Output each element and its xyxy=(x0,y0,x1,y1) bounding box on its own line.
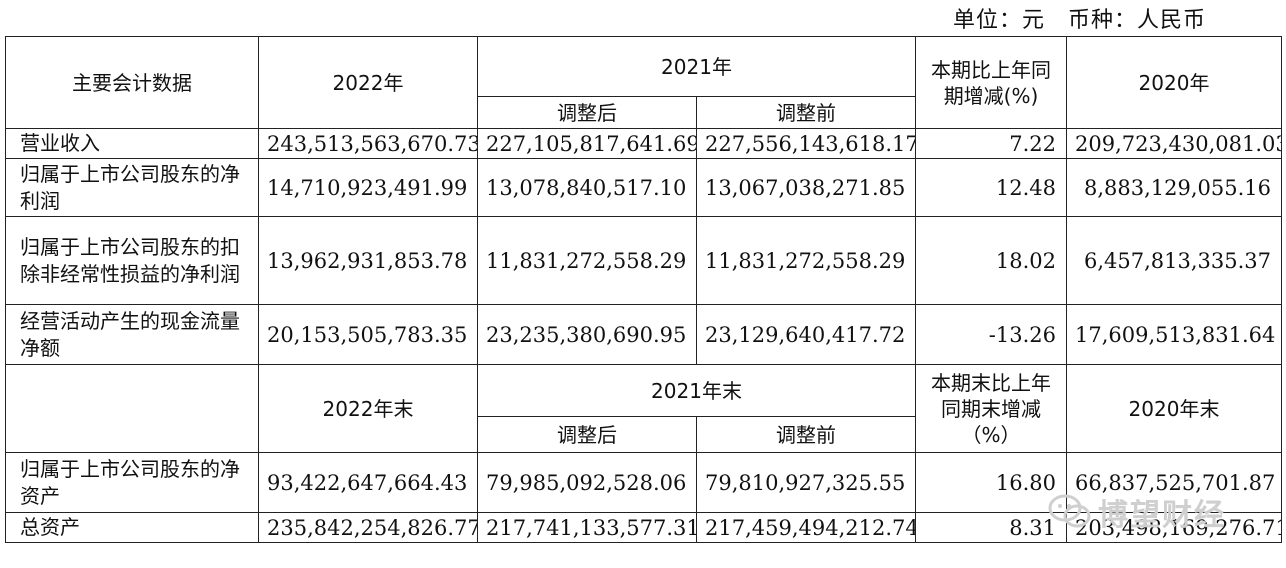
header-item: 主要会计数据 xyxy=(5,36,259,129)
value-change: 18.02 xyxy=(915,216,1067,305)
table-row: 归属于上市公司股东的净资产 93,422,647,664.43 79,985,0… xyxy=(5,452,1282,513)
value-change: 8.31 xyxy=(915,512,1067,543)
unit-currency-note: 单位：元 币种：人民币 xyxy=(952,8,1206,33)
row-label: 归属于上市公司股东的净资产 xyxy=(5,452,259,513)
value-2021-adjusted-after: 217,741,133,577.31 xyxy=(477,512,697,543)
value-2020: 17,609,513,831.64 xyxy=(1066,304,1282,365)
value-2022: 20,153,505,783.35 xyxy=(258,304,478,365)
header-2021-adjusted-before: 调整前 xyxy=(696,96,916,129)
table-row: 归属于上市公司股东的扣除非经常性损益的净利润 13,962,931,853.78… xyxy=(5,216,1282,305)
header-2021-end: 2021年末 xyxy=(477,364,916,417)
row-label: 营业收入 xyxy=(5,128,259,159)
value-2021-adjusted-after: 227,105,817,641.69 xyxy=(477,128,697,159)
value-2022: 14,710,923,491.99 xyxy=(258,158,478,217)
value-2022: 93,422,647,664.43 xyxy=(258,452,478,513)
chat-bubble-icon xyxy=(1048,494,1091,528)
value-2021-adjusted-before: 11,831,272,558.29 xyxy=(696,216,916,305)
header-2021-end-adjusted-after: 调整后 xyxy=(477,416,697,453)
value-2021-adjusted-after: 11,831,272,558.29 xyxy=(477,216,697,305)
header-2021: 2021年 xyxy=(477,36,916,97)
header-2022-end: 2022年末 xyxy=(258,364,478,453)
header-2020: 2020年 xyxy=(1066,36,1282,129)
header-2022: 2022年 xyxy=(258,36,478,129)
value-2020: 203,498,169,276.71 xyxy=(1066,512,1282,543)
value-change: 16.80 xyxy=(915,452,1067,513)
watermark: 博望财经 xyxy=(1048,490,1226,534)
row-label: 经营活动产生的现金流量净额 xyxy=(5,304,259,365)
value-2022: 235,842,254,826.77 xyxy=(258,512,478,543)
header-change-end: 本期末比上年同期末增减（%） xyxy=(915,364,1067,453)
value-2021-adjusted-before: 79,810,927,325.55 xyxy=(696,452,916,513)
table-row: 营业收入 243,513,563,670.73 227,105,817,641.… xyxy=(5,128,1282,159)
value-2021-adjusted-after: 23,235,380,690.95 xyxy=(477,304,697,365)
financial-data-table: 主要会计数据 2022年 2021年 本期比上年同期增减(%) 2020年 调整… xyxy=(5,36,1282,543)
value-2021-adjusted-after: 13,078,840,517.10 xyxy=(477,158,697,217)
table-row: 经营活动产生的现金流量净额 20,153,505,783.35 23,235,3… xyxy=(5,304,1282,365)
watermark-text: 博望财经 xyxy=(1098,498,1226,533)
value-2020: 209,723,430,081.03 xyxy=(1066,128,1282,159)
value-2020: 8,883,129,055.16 xyxy=(1066,158,1282,217)
table-row: 归属于上市公司股东的净利润 14,710,923,491.99 13,078,8… xyxy=(5,158,1282,217)
value-2021-adjusted-after: 79,985,092,528.06 xyxy=(477,452,697,513)
value-change: -13.26 xyxy=(915,304,1067,365)
value-2022: 243,513,563,670.73 xyxy=(258,128,478,159)
value-2020: 66,837,525,701.87 xyxy=(1066,452,1282,513)
header-change: 本期比上年同期增减(%) xyxy=(915,36,1067,129)
value-2021-adjusted-before: 217,459,494,212.74 xyxy=(696,512,916,543)
row-label: 总资产 xyxy=(5,512,259,543)
header-2020-end: 2020年末 xyxy=(1066,364,1282,453)
row-label: 归属于上市公司股东的扣除非经常性损益的净利润 xyxy=(5,216,259,305)
value-2021-adjusted-before: 227,556,143,618.17 xyxy=(696,128,916,159)
value-2022: 13,962,931,853.78 xyxy=(258,216,478,305)
value-change: 7.22 xyxy=(915,128,1067,159)
value-2020: 6,457,813,335.37 xyxy=(1066,216,1282,305)
value-2021-adjusted-before: 23,129,640,417.72 xyxy=(696,304,916,365)
table-row: 总资产 235,842,254,826.77 217,741,133,577.3… xyxy=(5,512,1282,543)
header-2021-end-adjusted-before: 调整前 xyxy=(696,416,916,453)
value-2021-adjusted-before: 13,067,038,271.85 xyxy=(696,158,916,217)
header-item-blank xyxy=(5,364,259,453)
value-change: 12.48 xyxy=(915,158,1067,217)
header-2021-adjusted-after: 调整后 xyxy=(477,96,697,129)
row-label: 归属于上市公司股东的净利润 xyxy=(5,158,259,217)
